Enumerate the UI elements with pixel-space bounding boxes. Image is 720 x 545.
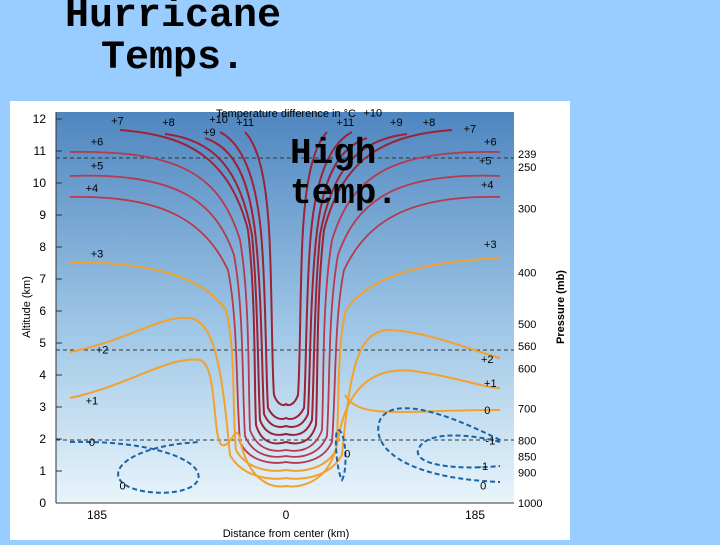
pressure-tick-label: 600 [518, 364, 536, 376]
altitude-tick-label: 12 [33, 112, 47, 126]
contour-label: +4 [481, 180, 494, 192]
pressure-tick-label: 1000 [518, 498, 542, 510]
contour-zero-left [69, 440, 201, 494]
contour-plus3 [69, 257, 501, 472]
contour-label: 0 [344, 448, 350, 460]
altitude-tick-label: 9 [39, 208, 46, 222]
altitude-tick-label: 2 [39, 432, 46, 446]
contour-zero-center [334, 429, 347, 482]
pressure-tick-label: 400 [518, 268, 536, 280]
pressure-tick-label: 239 [518, 149, 536, 161]
orange-contours [69, 257, 501, 488]
altitude-tick-label: 10 [33, 176, 47, 190]
altitude-tick-label: 3 [39, 400, 46, 414]
contour-label: +3 [484, 239, 497, 251]
contour-label: 0 [89, 437, 95, 449]
altitude-tick-label: 4 [39, 368, 46, 382]
contour-label: +2 [96, 344, 109, 356]
contour-plus2 [69, 316, 501, 480]
warm-core-contours [119, 129, 453, 445]
altitude-tick-label: 1 [39, 464, 46, 478]
x-axis-title: Distance from center (km) [223, 528, 350, 540]
contour-label: +5 [91, 160, 104, 172]
altitude-tick-label: 6 [39, 304, 46, 318]
cool-contours [69, 407, 501, 494]
high-temp-callout: High temp. [290, 134, 398, 214]
mid-contours [69, 151, 501, 464]
pressure-tick-label: 300 [518, 204, 536, 216]
contour-plus11 [244, 131, 328, 406]
contour-label: +2 [481, 354, 494, 366]
contour-zero-right-outer [377, 407, 501, 483]
pressure-tick-label: 850 [518, 452, 536, 464]
contour-label: +6 [484, 136, 497, 148]
contour-label: +6 [91, 136, 104, 148]
contour-plus8 [164, 133, 408, 436]
contour-label: +11 [236, 117, 254, 129]
contour-label: 0 [119, 480, 125, 492]
contour-label: -1 [485, 436, 495, 448]
contour-label: +5 [479, 156, 492, 168]
callout-line-1: High [290, 133, 377, 174]
contour-plus10 [219, 131, 353, 420]
pressure-tick-label: 500 [518, 319, 536, 331]
contour-label: +9 [203, 127, 216, 139]
contour-label: +3 [91, 248, 104, 260]
altitude-tick-label: 7 [39, 272, 46, 286]
pressure-tick-label: 250 [518, 162, 536, 174]
pressure-tick-label: 560 [518, 341, 536, 353]
y-axis-title: Altitude (km) [21, 276, 33, 338]
hurricane-temperature-figure: +7 +8 +9 +10 +11 +11 +10 +9 +8 +7 +6 +5 +4 +6 +5 +4 +3 +3… [0, 101, 570, 540]
x-tick-center: 0 [283, 508, 290, 522]
contour-plus4 [69, 196, 501, 464]
contour-zero-right [344, 394, 501, 413]
x-tick-left: 185 [87, 508, 107, 522]
contour-label: +1 [86, 396, 99, 408]
contour-label: +1 [484, 378, 497, 390]
slide-title: Hurricane Temps. [48, 0, 298, 80]
contour-label: +8 [423, 117, 436, 129]
title-line-2: Temps. [100, 36, 246, 81]
contour-label: +10 [209, 114, 228, 126]
contour-labels: +7 +8+9+10 +11 +11+10+9 +8+7+6+5+4+6+5+4+3+3… [86, 108, 497, 493]
altitude-tick-label: 8 [39, 240, 46, 254]
pressure-tick-label: 800 [518, 436, 536, 448]
contour-label: +9 [390, 117, 403, 129]
title-line-1: Hurricane [64, 0, 282, 39]
contour-plus5 [69, 174, 501, 458]
contour-label: +7 [464, 124, 477, 136]
contour-plus6 [69, 151, 501, 452]
contour-label: +8 [162, 117, 175, 129]
callout-line-2: temp. [290, 173, 399, 214]
contour-label: +10 [364, 108, 383, 120]
contour-label: +7 [111, 116, 124, 128]
chart-title: Temperature difference in °C [216, 108, 356, 120]
altitude-tick-label: 11 [34, 144, 47, 158]
y2-axis-title: Pressure (mb) [555, 270, 567, 344]
contour-plus9 [204, 137, 368, 428]
contour-label: -1 [478, 461, 488, 473]
plot-area [56, 112, 514, 502]
contour-plus7 [119, 129, 453, 445]
x-tick-right: 185 [465, 508, 485, 522]
altitude-tick-label: 0 [39, 496, 46, 510]
pressure-tick-label: 900 [518, 468, 536, 480]
contour-label: +4 [86, 183, 99, 195]
contour-plus1 [69, 358, 501, 488]
contour-label: 0 [484, 405, 490, 417]
altitude-tick-label: 5 [39, 336, 46, 350]
contour-label: +11 [336, 117, 354, 129]
contour-label: 0 [480, 480, 486, 492]
distance-axis: 185 0 185 [87, 508, 485, 522]
pressure-tick-label: 700 [518, 404, 536, 416]
